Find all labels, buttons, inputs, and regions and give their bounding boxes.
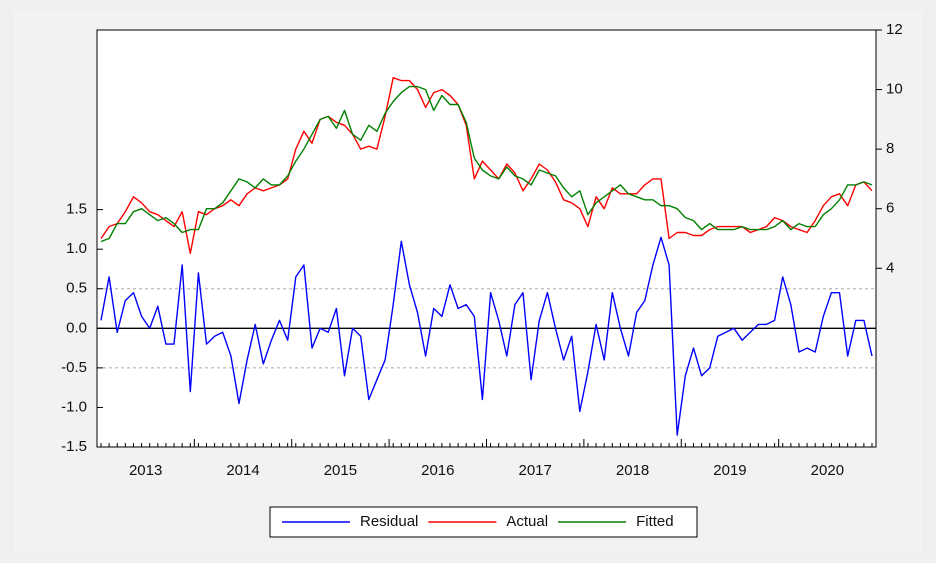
y2-tick-label: 4 — [886, 259, 894, 276]
y-tick-label: -0.5 — [61, 359, 87, 376]
legend-label: Fitted — [636, 513, 674, 530]
series-line — [100, 236, 873, 436]
legend-label: Residual — [360, 513, 418, 530]
y-tick-label: 1.5 — [66, 201, 87, 218]
y-tick-label: -1.5 — [61, 438, 87, 455]
y2-tick-label: 8 — [886, 140, 894, 157]
legend-label: Actual — [506, 513, 548, 530]
x-tick-label: 2020 — [811, 462, 844, 479]
x-tick-label: 2016 — [421, 462, 454, 479]
series-line — [100, 85, 873, 243]
y2-tick-label: 6 — [886, 200, 894, 217]
y2-tick-label: 12 — [886, 21, 903, 38]
x-tick-label: 2015 — [324, 462, 357, 479]
x-tick-label: 2013 — [129, 462, 162, 479]
plot-area — [97, 30, 876, 447]
x-tick-label: 2017 — [519, 462, 552, 479]
y-tick-label: 0.5 — [66, 280, 87, 297]
y-tick-label: 1.0 — [66, 240, 87, 257]
x-tick-label: 2014 — [226, 462, 259, 479]
x-tick-label: 2019 — [713, 462, 746, 479]
x-tick-label: 2018 — [616, 462, 649, 479]
y-tick-label: -1.0 — [61, 398, 87, 415]
plot-frame — [96, 29, 877, 448]
y-tick-label: 0.0 — [66, 319, 87, 336]
y2-tick-label: 10 — [886, 81, 903, 98]
